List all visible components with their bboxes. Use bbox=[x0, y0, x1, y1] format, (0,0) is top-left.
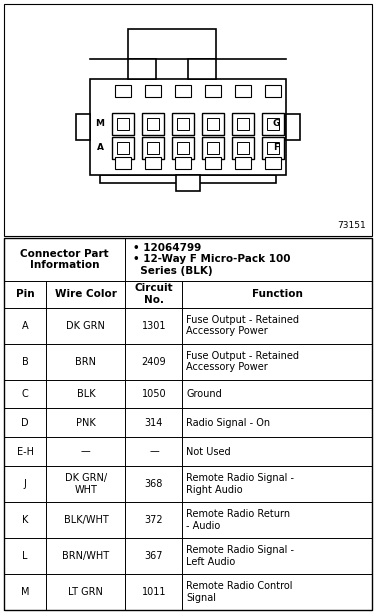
Text: Not Used: Not Used bbox=[186, 447, 231, 456]
Bar bbox=[90, 79, 286, 175]
Text: —: — bbox=[81, 447, 91, 456]
Bar bbox=[265, 85, 281, 97]
Bar bbox=[262, 137, 284, 159]
Bar bbox=[237, 118, 249, 130]
Bar bbox=[147, 142, 159, 154]
Bar bbox=[128, 59, 156, 79]
Text: M: M bbox=[21, 587, 29, 597]
Bar bbox=[100, 175, 276, 183]
Text: E-H: E-H bbox=[17, 447, 34, 456]
Text: Function: Function bbox=[252, 289, 303, 299]
Bar bbox=[267, 142, 279, 154]
Text: Circuit
No.: Circuit No. bbox=[135, 283, 173, 305]
Text: B: B bbox=[22, 357, 29, 367]
Bar bbox=[117, 142, 129, 154]
Text: J: J bbox=[24, 479, 27, 489]
Text: PNK: PNK bbox=[76, 418, 96, 428]
Text: Remote Radio Signal -
Left Audio: Remote Radio Signal - Left Audio bbox=[186, 545, 294, 567]
Bar bbox=[286, 114, 300, 140]
Bar bbox=[142, 137, 164, 159]
Bar bbox=[172, 137, 194, 159]
Bar bbox=[175, 85, 191, 97]
Text: 367: 367 bbox=[145, 551, 163, 561]
Text: A: A bbox=[97, 144, 103, 153]
Text: LT GRN: LT GRN bbox=[68, 587, 103, 597]
Text: Pin: Pin bbox=[16, 289, 35, 299]
Text: L: L bbox=[23, 551, 28, 561]
Text: BLK/WHT: BLK/WHT bbox=[64, 515, 108, 525]
Text: Fuse Output - Retained
Accessory Power: Fuse Output - Retained Accessory Power bbox=[186, 351, 299, 372]
Text: 372: 372 bbox=[145, 515, 163, 525]
Bar bbox=[267, 118, 279, 130]
Text: K: K bbox=[22, 515, 28, 525]
Bar bbox=[76, 114, 90, 140]
Bar bbox=[207, 118, 219, 130]
Bar bbox=[205, 85, 221, 97]
Text: G: G bbox=[272, 120, 280, 129]
Text: • 12064799
• 12-Way F Micro-Pack 100
  Series (BLK): • 12064799 • 12-Way F Micro-Pack 100 Ser… bbox=[133, 243, 291, 276]
Text: Connector Part
Information: Connector Part Information bbox=[20, 249, 109, 270]
Bar bbox=[112, 137, 134, 159]
Text: BRN: BRN bbox=[75, 357, 96, 367]
Text: 1050: 1050 bbox=[142, 389, 166, 399]
Text: Remote Radio Return
- Audio: Remote Radio Return - Audio bbox=[186, 509, 291, 531]
Text: Remote Radio Signal -
Right Audio: Remote Radio Signal - Right Audio bbox=[186, 473, 294, 495]
Bar bbox=[172, 113, 194, 135]
Text: 73151: 73151 bbox=[337, 221, 366, 230]
Bar bbox=[265, 157, 281, 169]
Text: Radio Signal - On: Radio Signal - On bbox=[186, 418, 271, 428]
Bar bbox=[177, 142, 189, 154]
Bar bbox=[115, 85, 131, 97]
Text: 1011: 1011 bbox=[142, 587, 166, 597]
Bar bbox=[117, 118, 129, 130]
Text: Remote Radio Control
Signal: Remote Radio Control Signal bbox=[186, 582, 293, 603]
Bar bbox=[262, 113, 284, 135]
Text: A: A bbox=[22, 320, 29, 331]
Bar bbox=[112, 113, 134, 135]
Text: Ground: Ground bbox=[186, 389, 222, 399]
Bar bbox=[115, 157, 131, 169]
Bar bbox=[207, 142, 219, 154]
Text: 1301: 1301 bbox=[142, 320, 166, 331]
Text: 2409: 2409 bbox=[142, 357, 166, 367]
Bar bbox=[177, 118, 189, 130]
Text: —: — bbox=[149, 447, 159, 456]
Text: Fuse Output - Retained
Accessory Power: Fuse Output - Retained Accessory Power bbox=[186, 315, 299, 336]
Bar bbox=[232, 137, 254, 159]
Text: F: F bbox=[273, 144, 279, 153]
Bar bbox=[175, 157, 191, 169]
Bar bbox=[142, 113, 164, 135]
Text: DK GRN/
WHT: DK GRN/ WHT bbox=[65, 473, 107, 495]
Bar bbox=[145, 157, 161, 169]
Text: C: C bbox=[22, 389, 29, 399]
Bar bbox=[237, 142, 249, 154]
Bar bbox=[4, 4, 372, 236]
Bar bbox=[128, 29, 216, 59]
Text: 368: 368 bbox=[145, 479, 163, 489]
Bar bbox=[4, 238, 372, 610]
Bar bbox=[205, 157, 221, 169]
Bar bbox=[202, 137, 224, 159]
Text: Wire Color: Wire Color bbox=[55, 289, 117, 299]
Bar bbox=[202, 113, 224, 135]
Bar bbox=[147, 118, 159, 130]
Bar bbox=[232, 113, 254, 135]
Text: DK GRN: DK GRN bbox=[67, 320, 105, 331]
Bar bbox=[235, 157, 251, 169]
Text: BLK: BLK bbox=[77, 389, 95, 399]
Text: D: D bbox=[21, 418, 29, 428]
Bar bbox=[235, 85, 251, 97]
Bar bbox=[188, 59, 216, 79]
Text: M: M bbox=[96, 120, 105, 129]
Bar bbox=[176, 175, 200, 191]
Bar bbox=[145, 85, 161, 97]
Text: 314: 314 bbox=[145, 418, 163, 428]
Text: BRN/WHT: BRN/WHT bbox=[62, 551, 109, 561]
